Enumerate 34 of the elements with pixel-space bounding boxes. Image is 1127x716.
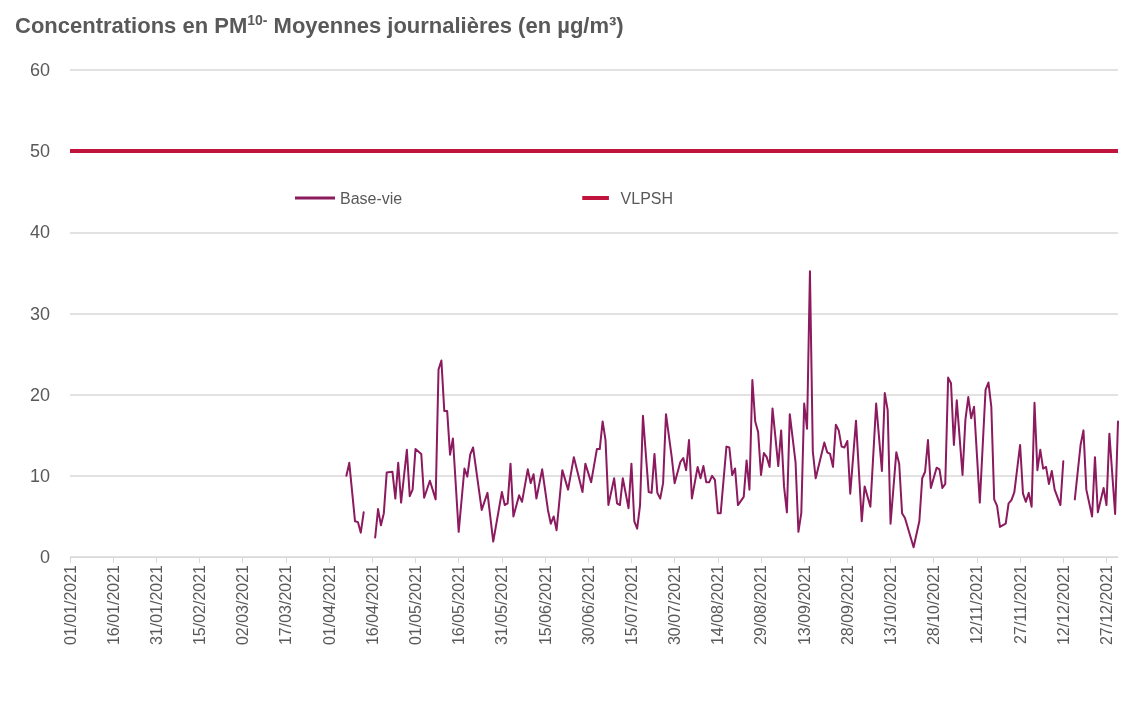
x-tick-label: 17/03/2021 (277, 564, 295, 646)
x-tick-label: 13/10/2021 (882, 564, 900, 646)
legend-label: VLPSH (620, 189, 674, 207)
y-tick-label: 50 (29, 141, 50, 162)
x-tick-label: 31/01/2021 (147, 564, 165, 646)
y-tick-label: 40 (29, 222, 50, 243)
y-tick-label: 60 (29, 60, 50, 80)
x-tick-label: 01/01/2021 (61, 564, 79, 646)
y-tick-label: 30 (29, 303, 50, 324)
x-tick-label: 27/12/2021 (1097, 564, 1115, 646)
x-tick-label: 31/05/2021 (493, 564, 511, 646)
x-tick-label: 15/07/2021 (622, 564, 640, 646)
x-tick-label: 12/12/2021 (1054, 564, 1072, 646)
x-tick-label: 01/04/2021 (320, 564, 338, 646)
x-tick-label: 15/06/2021 (536, 564, 554, 646)
x-tick-label: 30/06/2021 (579, 564, 597, 646)
x-tick-label: 15/02/2021 (191, 564, 209, 646)
y-tick-label: 10 (29, 465, 50, 486)
x-tick-label: 13/09/2021 (795, 564, 813, 646)
x-tick-label: 29/08/2021 (752, 564, 770, 646)
x-tick-label: 30/07/2021 (666, 564, 684, 646)
y-tick-label: 20 (29, 384, 50, 405)
x-tick-label: 01/05/2021 (406, 564, 424, 646)
x-tick-label: 12/11/2021 (968, 564, 986, 644)
x-tick-label: 16/01/2021 (104, 564, 122, 646)
x-tick-label: 16/04/2021 (363, 564, 381, 646)
y-tick-label: 0 (39, 547, 50, 567)
x-tick-label: 16/05/2021 (450, 564, 468, 646)
x-tick-label: 02/03/2021 (234, 564, 252, 646)
x-tick-label: 14/08/2021 (709, 564, 727, 646)
x-tick-label: 27/11/2021 (1011, 564, 1029, 644)
legend-label: Base-vie (340, 189, 403, 207)
x-tick-label: 28/09/2021 (838, 564, 856, 646)
x-tick-label: 28/10/2021 (925, 564, 943, 646)
